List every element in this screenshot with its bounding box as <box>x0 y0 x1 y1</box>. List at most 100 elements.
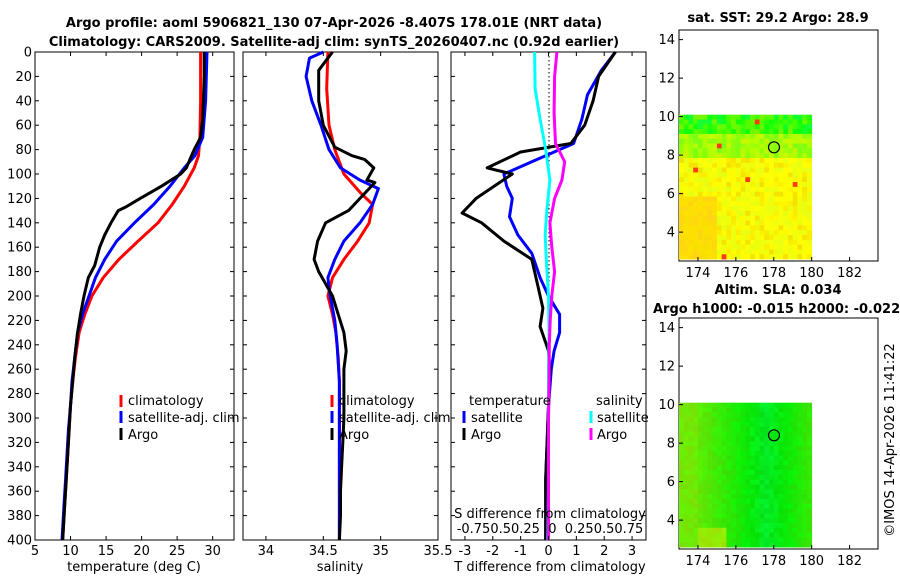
heatmap-cell <box>802 114 808 120</box>
heatmap-cell <box>697 239 704 246</box>
heatmap-cell <box>754 225 760 231</box>
heatmap-cell <box>693 167 699 173</box>
heatmap-cell <box>783 191 789 197</box>
heatmap-cell <box>764 474 770 481</box>
heatmap-cell <box>806 494 813 500</box>
heatmap-cell <box>697 460 704 466</box>
heatmap-cell <box>697 196 704 202</box>
heatmap-cell <box>754 148 760 154</box>
heatmap-cell <box>683 162 689 169</box>
heatmap-cell <box>773 537 779 543</box>
heatmap-cell <box>745 215 751 221</box>
heatmap-cell <box>679 518 685 524</box>
heatmap-cell <box>787 220 794 226</box>
heatmap-cell <box>745 172 751 178</box>
heatmap-cell <box>693 225 699 231</box>
heatmap-cell <box>712 249 718 255</box>
heatmap-cell <box>783 470 789 476</box>
heatmap-cell <box>697 465 704 471</box>
heatmap-cell <box>773 479 779 485</box>
heatmap-cell <box>797 484 803 490</box>
heatmap-cell <box>693 172 699 178</box>
heatmap-cell <box>735 162 741 169</box>
heatmap-cell <box>802 143 808 149</box>
heatmap-cell <box>787 201 794 207</box>
heatmap-cell <box>726 129 732 135</box>
heatmap-cell <box>787 167 794 173</box>
heatmap-cell <box>783 527 789 534</box>
heatmap-cell <box>740 508 746 514</box>
heatmap-cell <box>806 182 813 188</box>
heatmap-cell <box>679 220 685 226</box>
heatmap-cell <box>735 167 741 173</box>
heatmap-cell <box>773 162 779 169</box>
heatmap-cell <box>783 498 789 505</box>
heatmap-cell <box>759 446 765 452</box>
heatmap-cell <box>806 162 813 169</box>
heatmap-cell <box>754 172 760 178</box>
heatmap-cell <box>731 239 737 246</box>
heatmap-cell <box>754 421 760 428</box>
heatmap-cell <box>792 235 798 241</box>
heatmap-cell <box>679 206 685 212</box>
heatmap-cell <box>745 114 751 120</box>
heatmap-cell <box>693 484 699 490</box>
heatmap-cell <box>778 417 784 423</box>
heatmap-cell <box>750 494 756 500</box>
heatmap-cell <box>731 148 737 154</box>
heatmap-cell <box>764 172 770 178</box>
difference-ticks: -3 -2 -1 0 1 2 3 <box>451 51 646 559</box>
heatmap-cell <box>721 254 727 260</box>
heatmap-cell <box>721 436 727 442</box>
heatmap-cell <box>740 527 746 534</box>
heatmap-cell <box>679 450 685 457</box>
heatmap-cell <box>754 177 760 183</box>
heatmap-cell <box>797 494 803 500</box>
heatmap-cell <box>721 412 727 418</box>
heatmap-cell <box>773 532 779 538</box>
heatmap-cell <box>716 129 723 135</box>
heatmap-cell <box>797 402 803 408</box>
heatmap-cell <box>750 450 756 457</box>
heatmap-cell <box>735 230 741 236</box>
heatmap-cell <box>702 138 708 144</box>
heatmap-cell <box>731 201 737 207</box>
heatmap-cell <box>716 450 723 457</box>
heatmap-cell <box>783 460 789 466</box>
heatmap-cell <box>688 498 694 505</box>
heatmap-cell <box>754 417 760 423</box>
heatmap-cell <box>802 513 808 519</box>
heatmap-cell <box>773 417 779 423</box>
heatmap-cell <box>787 210 794 217</box>
x-tick-label: 174 <box>686 554 711 569</box>
heatmap-cell <box>783 412 789 418</box>
heatmap-cell <box>764 186 770 193</box>
x-tick-label: 0 <box>544 544 552 559</box>
heatmap-cell <box>802 244 808 250</box>
heatmap-cell <box>797 417 803 423</box>
heatmap-cell <box>769 402 775 408</box>
heatmap-cell <box>726 460 732 466</box>
heatmap-cell <box>731 542 737 548</box>
heatmap-cell <box>688 421 694 428</box>
heatmap-cell <box>726 124 732 130</box>
heatmap-cell <box>712 148 718 154</box>
heatmap-cell <box>712 191 718 197</box>
heatmap-cell <box>735 465 741 471</box>
heatmap-cell <box>806 412 813 418</box>
heatmap-cell <box>792 537 798 543</box>
heatmap-cell <box>754 436 760 442</box>
heatmap-cell <box>750 206 756 212</box>
heatmap-cell <box>787 460 794 466</box>
heatmap-cell <box>745 455 751 461</box>
heatmap-cell <box>707 153 713 159</box>
heatmap-cell <box>764 455 770 461</box>
heatmap-cell <box>764 148 770 154</box>
heatmap-cell <box>769 460 775 466</box>
heatmap-cell <box>702 407 708 413</box>
heatmap-cell <box>702 450 708 457</box>
heatmap-cell <box>783 230 789 236</box>
heatmap-cell <box>806 465 813 471</box>
heatmap-cell <box>754 518 760 524</box>
heatmap-cell <box>773 196 779 202</box>
